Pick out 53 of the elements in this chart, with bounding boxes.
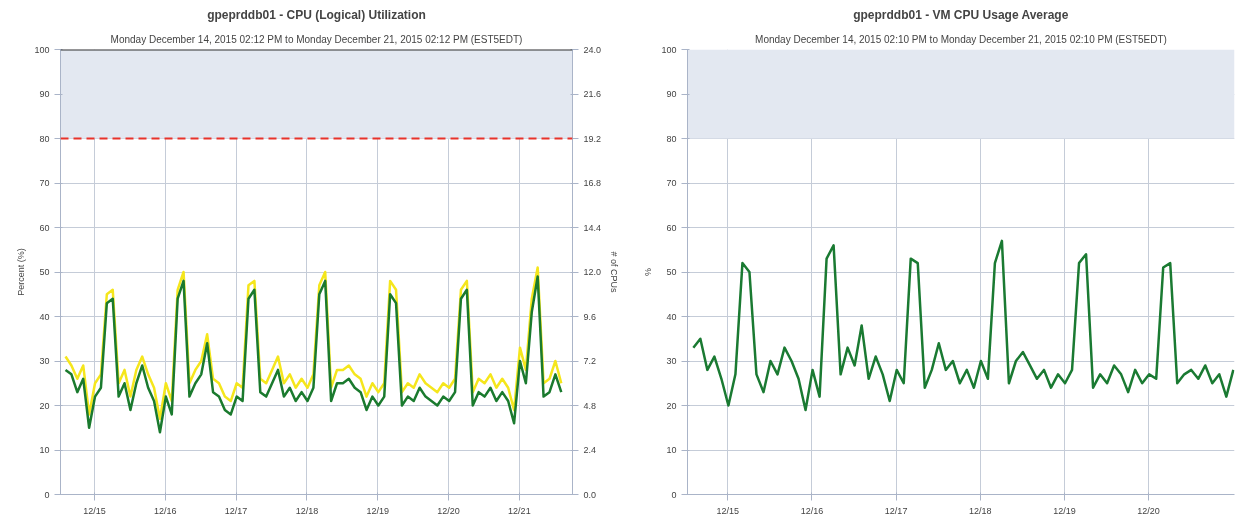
y-tick-label: 100: [34, 44, 50, 55]
x-tick-label: 12/20: [1137, 505, 1160, 516]
chart-subtitle: Monday December 14, 2015 02:12 PM to Monday December 21, 2015 02:12 PM (EST5EDT): [110, 33, 523, 45]
x-tick-label: 12/17: [884, 505, 908, 516]
y2-tick-label: 0.0: [583, 489, 597, 500]
y-tick-label: 100: [661, 44, 677, 55]
y-tick-label: 70: [666, 178, 677, 188]
y2-tick-label: 14.4: [583, 222, 602, 233]
y2-axis-title: # of CPUs: [609, 251, 620, 294]
y-tick-label: 60: [666, 222, 677, 233]
y2-tick-label: 12.0: [583, 267, 602, 277]
y-axis-title: %: [643, 267, 654, 276]
x-tick-label: 12/15: [716, 505, 740, 516]
y-tick-label: 20: [39, 400, 50, 411]
x-tick-label: 12/18: [295, 505, 319, 516]
chart-subtitle: Monday December 14, 2015 02:10 PM to Monday December 21, 2015 02:10 PM (EST5EDT): [755, 33, 1167, 45]
y-tick-label: 0: [671, 489, 677, 500]
y2-tick-label: 7.2: [583, 356, 597, 366]
y-tick-label: 90: [39, 89, 50, 99]
y-tick-label: 20: [666, 400, 677, 411]
y-tick-label: 90: [666, 89, 677, 99]
y-tick-label: 30: [666, 356, 677, 366]
y-tick-label: 80: [666, 133, 677, 144]
chart-title: gpeprddb01 - CPU (Logical) Utilization: [207, 7, 426, 22]
x-tick-label: 12/20: [437, 505, 460, 516]
y-tick-label: 10: [666, 445, 677, 455]
y2-tick-label: 4.8: [583, 400, 597, 411]
y-tick-label: 10: [39, 445, 50, 455]
y-tick-label: 60: [39, 222, 50, 233]
x-tick-label: 12/21: [508, 505, 531, 516]
y2-tick-label: 21.6: [583, 89, 602, 99]
y-axis-title: Percent (%): [16, 248, 27, 296]
x-tick-label: 12/19: [1053, 505, 1076, 516]
y2-tick-label: 19.2: [583, 133, 602, 144]
y-tick-label: 50: [666, 267, 677, 277]
x-tick-label: 12/16: [800, 505, 824, 516]
x-tick-label: 12/17: [224, 505, 248, 516]
y-tick-label: 50: [39, 267, 50, 277]
y2-tick-label: 16.8: [583, 178, 602, 188]
y-tick-label: 80: [39, 133, 50, 144]
x-tick-label: 12/19: [366, 505, 389, 516]
y-tick-label: 70: [39, 178, 50, 188]
y-tick-label: 30: [39, 356, 50, 366]
chart-title: gpeprddb01 - VM CPU Usage Average: [853, 7, 1069, 22]
y-tick-label: 40: [39, 311, 50, 322]
y2-tick-label: 2.4: [583, 445, 597, 455]
y2-tick-label: 9.6: [583, 311, 597, 322]
y-tick-label: 40: [666, 311, 677, 322]
x-tick-label: 12/18: [969, 505, 992, 516]
y2-tick-label: 24.0: [583, 44, 602, 55]
x-tick-label: 12/15: [83, 505, 106, 516]
y-tick-label: 0: [44, 489, 50, 500]
x-tick-label: 12/16: [154, 505, 177, 516]
